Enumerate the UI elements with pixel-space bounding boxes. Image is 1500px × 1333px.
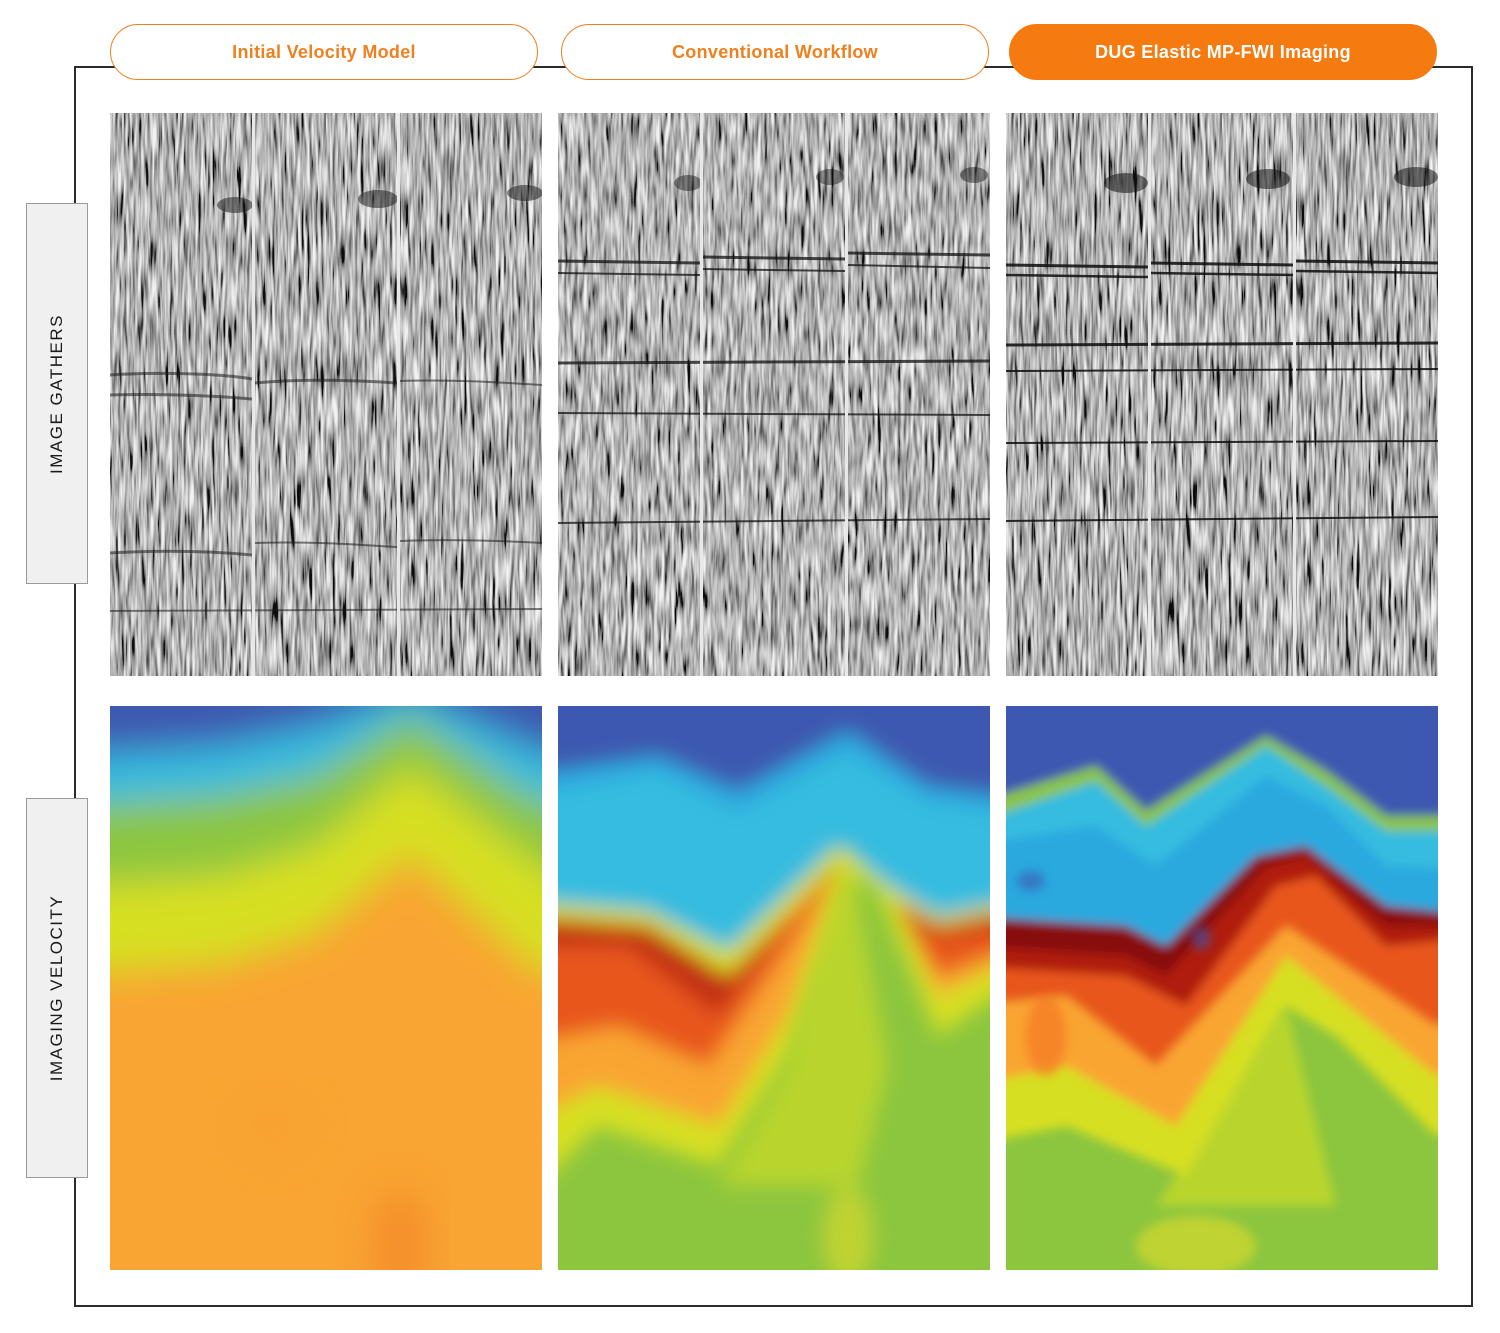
gathers-panel-dug: [1006, 113, 1438, 676]
tab-dug-elastic-mp-fwi-imaging[interactable]: DUG Elastic MP-FWI Imaging: [1009, 24, 1437, 80]
gathers-panel-initial: [110, 113, 542, 676]
gathers-panel-conventional: [558, 113, 990, 676]
tab-conventional-workflow[interactable]: Conventional Workflow: [561, 24, 989, 80]
row-label-image-gathers-text: IMAGE GATHERS: [47, 313, 66, 474]
tab-initial-velocity-model[interactable]: Initial Velocity Model: [110, 24, 538, 80]
row-label-image-gathers: IMAGE GATHERS: [26, 203, 88, 584]
velocity-panel-initial: [110, 706, 542, 1270]
velocity-panel-dug: [1006, 706, 1438, 1270]
figure-frame: [74, 67, 1473, 1307]
velocity-panel-conventional: [558, 706, 990, 1270]
row-label-imaging-velocity: IMAGING VELOCITY: [26, 798, 88, 1178]
row-label-imaging-velocity-text: IMAGING VELOCITY: [47, 894, 66, 1082]
